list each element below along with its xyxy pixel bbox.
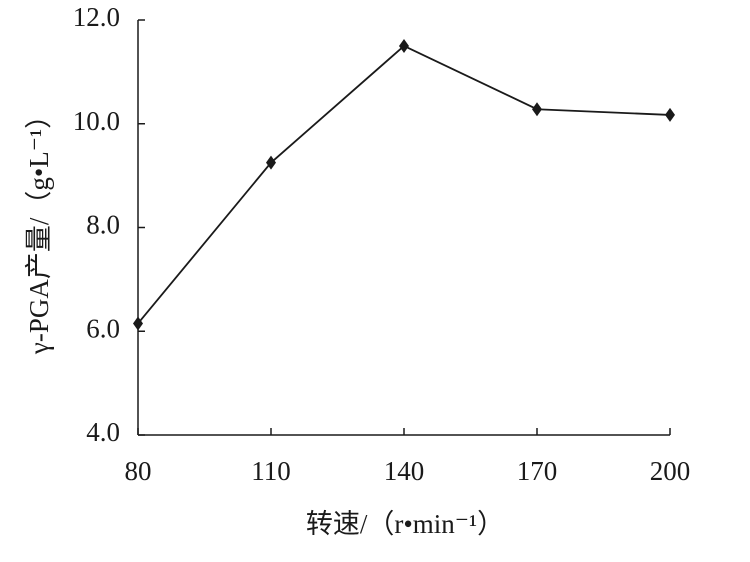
x-tick-label: 80 — [125, 456, 152, 486]
y-tick-label: 10.0 — [73, 106, 120, 136]
y-tick-label: 12.0 — [73, 2, 120, 32]
data-point — [665, 107, 675, 122]
y-tick-label: 8.0 — [86, 210, 120, 240]
data-point — [399, 38, 409, 53]
data-point — [266, 155, 276, 170]
y-tick-label: 4.0 — [86, 417, 120, 447]
x-tick-label: 140 — [384, 456, 425, 486]
x-tick-label: 170 — [517, 456, 558, 486]
data-line — [137, 44, 671, 325]
data-point — [532, 102, 542, 117]
x-tick-label: 200 — [650, 456, 691, 486]
y-tick-label: 6.0 — [86, 313, 120, 343]
data-point — [133, 316, 143, 331]
x-tick-label: 110 — [251, 456, 291, 486]
x-axis-title: 转速/（r•min⁻¹） — [306, 509, 504, 539]
y-axis-title: γ-PGA产量/（g•L⁻¹） — [24, 102, 54, 355]
